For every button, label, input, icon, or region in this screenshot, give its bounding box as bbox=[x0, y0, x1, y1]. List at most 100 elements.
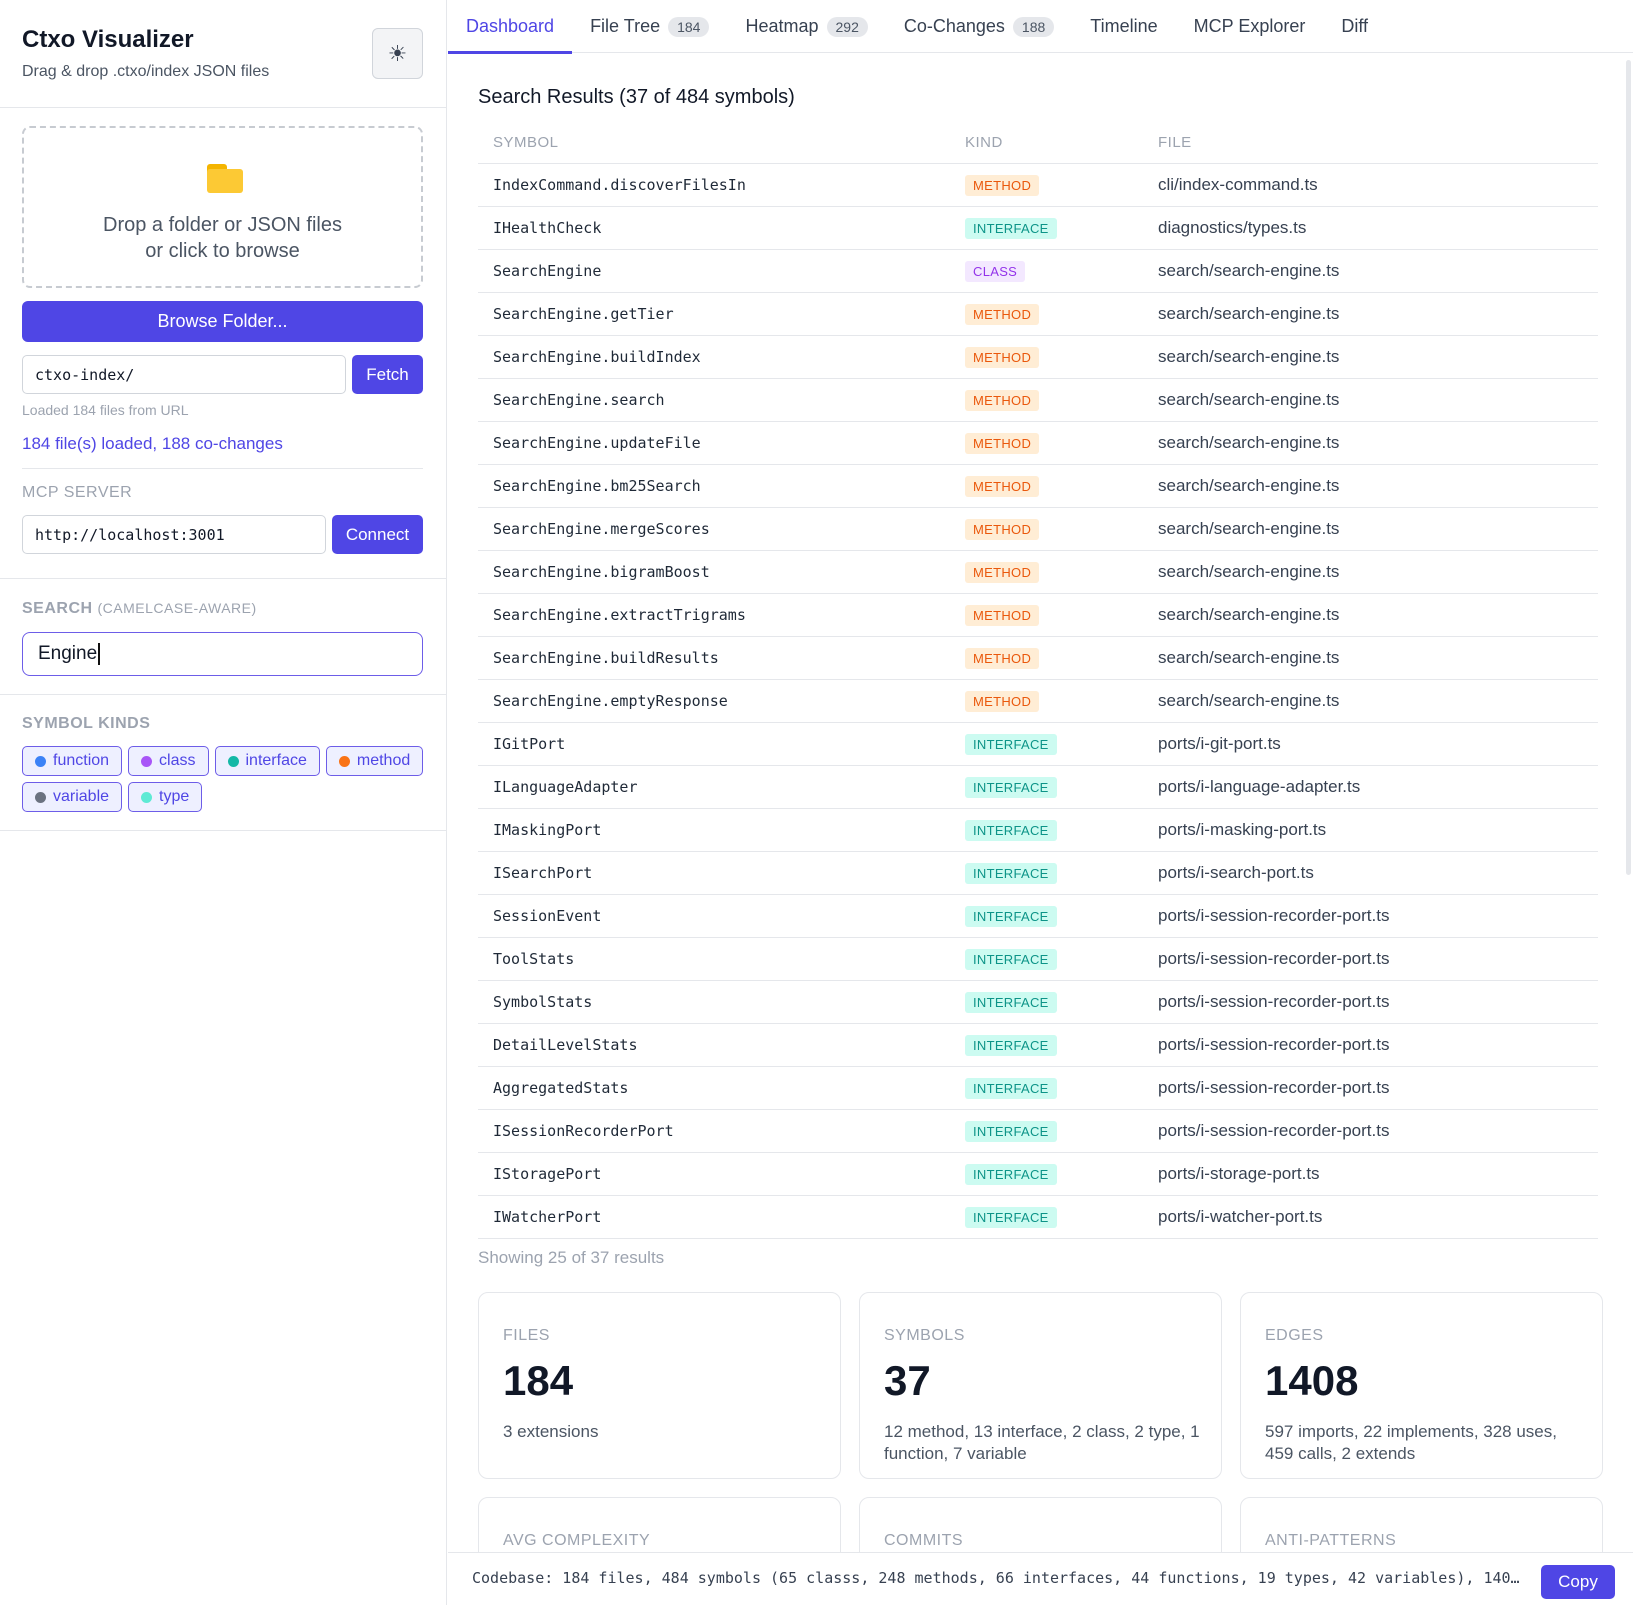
kind-filter-class[interactable]: class bbox=[128, 746, 209, 776]
kind-badge: METHOD bbox=[965, 604, 1040, 626]
table-row[interactable]: SymbolStats INTERFACE ports/i-session-reco… bbox=[478, 981, 1598, 1024]
table-row[interactable]: SearchEngine.extractTrigrams METHOD search… bbox=[478, 594, 1598, 637]
symbol-name: ILanguageAdapter bbox=[493, 778, 638, 796]
kind-filter-variable[interactable]: variable bbox=[22, 782, 123, 812]
folder-icon bbox=[207, 164, 243, 194]
mcp-server-input[interactable]: http://localhost:3001 bbox=[22, 515, 326, 554]
column-header-file[interactable]: FILE bbox=[1158, 134, 1192, 151]
table-row[interactable]: IndexCommand.discoverFilesIn METHOD cli/in… bbox=[478, 164, 1598, 207]
tab-diff[interactable]: Diff bbox=[1323, 0, 1386, 53]
file-path: ports/i-session-recorder-port.ts bbox=[1158, 906, 1390, 925]
kind-cell: INTERFACE bbox=[965, 1077, 1158, 1099]
file-path: search/search-engine.ts bbox=[1158, 605, 1340, 624]
tab-heatmap[interactable]: Heatmap 292 bbox=[727, 0, 885, 53]
symbol-name: SearchEngine.bm25Search bbox=[493, 477, 701, 495]
tab-timeline[interactable]: Timeline bbox=[1072, 0, 1175, 53]
file-path: search/search-engine.ts bbox=[1158, 648, 1340, 667]
table-row[interactable]: SearchEngine.updateFile METHOD search/sear… bbox=[478, 422, 1598, 465]
kind-cell: INTERFACE bbox=[965, 1206, 1158, 1228]
kind-color-dot bbox=[141, 791, 153, 803]
kind-cell: METHOD bbox=[965, 647, 1158, 669]
kind-cell: METHOD bbox=[965, 518, 1158, 540]
column-header-symbol[interactable]: SYMBOL bbox=[493, 134, 559, 151]
table-row[interactable]: IStoragePort INTERFACE ports/i-storage-por… bbox=[478, 1153, 1598, 1196]
file-path: ports/i-session-recorder-port.ts bbox=[1158, 1078, 1390, 1097]
fetch-button[interactable]: Fetch bbox=[352, 355, 423, 394]
app-title: Ctxo Visualizer bbox=[22, 26, 194, 53]
tab-dashboard[interactable]: Dashboard bbox=[448, 0, 573, 54]
kind-badge: METHOD bbox=[965, 647, 1040, 669]
table-row[interactable]: SearchEngine.mergeScores METHOD search/sea… bbox=[478, 508, 1598, 551]
table-row[interactable]: SessionEvent INTERFACE ports/i-session-rec… bbox=[478, 895, 1598, 938]
kind-filter-label: type bbox=[159, 788, 190, 805]
table-row[interactable]: IGitPort INTERFACE ports/i-git-port.ts bbox=[478, 723, 1598, 766]
table-row[interactable]: SearchEngine.getTier METHOD search/search-… bbox=[478, 293, 1598, 336]
table-row[interactable]: SearchEngine.buildResults METHOD search/se… bbox=[478, 637, 1598, 680]
kind-badge: METHOD bbox=[965, 561, 1040, 583]
sun-icon: ☀ bbox=[387, 40, 408, 66]
table-row[interactable]: SearchEngine.bm25Search METHOD search/sear… bbox=[478, 465, 1598, 508]
file-path: search/search-engine.ts bbox=[1158, 261, 1340, 280]
tab-mcp-explorer[interactable]: MCP Explorer bbox=[1176, 0, 1324, 53]
file-path: ports/i-session-recorder-port.ts bbox=[1158, 949, 1390, 968]
kind-filter-method[interactable]: method bbox=[325, 746, 424, 776]
results-table: SYMBOL KIND FILE IndexCommand.discoverFi… bbox=[478, 122, 1598, 1239]
kind-badge: INTERFACE bbox=[965, 1034, 1057, 1056]
symbol-name: SearchEngine.extractTrigrams bbox=[493, 606, 746, 624]
kind-badge: INTERFACE bbox=[965, 1206, 1057, 1228]
file-path: cli/index-command.ts bbox=[1158, 175, 1318, 194]
file-dropzone[interactable]: Drop a folder or JSON files or click to … bbox=[22, 126, 423, 288]
scrollbar[interactable] bbox=[1626, 60, 1631, 875]
table-row[interactable]: IHealthCheck INTERFACE diagnostics/types.t… bbox=[478, 207, 1598, 250]
table-row[interactable]: IWatcherPort INTERFACE ports/i-watcher-por… bbox=[478, 1196, 1598, 1239]
table-row[interactable]: ToolStats INTERFACE ports/i-session-record… bbox=[478, 938, 1598, 981]
table-row[interactable]: ISearchPort INTERFACE ports/i-search-port.… bbox=[478, 852, 1598, 895]
symbol-name: ToolStats bbox=[493, 950, 575, 968]
table-row[interactable]: ILanguageAdapter INTERFACE ports/i-languag… bbox=[478, 766, 1598, 809]
stat-detail: 597 imports, 22 implements, 328 uses, 45… bbox=[1265, 1422, 1557, 1463]
kind-badge: INTERFACE bbox=[965, 905, 1057, 927]
table-row[interactable]: IMaskingPort INTERFACE ports/i-masking-por… bbox=[478, 809, 1598, 852]
table-row[interactable]: SearchEngine.search METHOD search/search-e… bbox=[478, 379, 1598, 422]
kind-badge: INTERFACE bbox=[965, 1077, 1057, 1099]
column-header-kind[interactable]: KIND bbox=[965, 134, 1003, 151]
kind-badge: INTERFACE bbox=[965, 948, 1057, 970]
stat-label: COMMITS bbox=[884, 1532, 964, 1549]
results-count: Showing 25 of 37 results bbox=[478, 1248, 665, 1267]
copy-button[interactable]: Copy bbox=[1541, 1565, 1615, 1599]
table-row[interactable]: SearchEngine.buildIndex METHOD search/sear… bbox=[478, 336, 1598, 379]
kind-badge: INTERFACE bbox=[965, 217, 1057, 239]
kind-badge: INTERFACE bbox=[965, 1163, 1057, 1185]
kind-filter-type[interactable]: type bbox=[128, 782, 203, 812]
table-row[interactable]: SearchEngine.emptyResponse METHOD search/s… bbox=[478, 680, 1598, 723]
kind-color-dot bbox=[227, 755, 239, 767]
kind-badge: METHOD bbox=[965, 346, 1040, 368]
kind-cell: METHOD bbox=[965, 303, 1158, 325]
search-input[interactable]: Engine bbox=[22, 632, 423, 676]
table-row[interactable]: SearchEngine.bigramBoost METHOD search/sea… bbox=[478, 551, 1598, 594]
kind-filter-function[interactable]: function bbox=[22, 746, 123, 776]
table-row[interactable]: AggregatedStats INTERFACE ports/i-session-… bbox=[478, 1067, 1598, 1110]
search-hint: (CAMELCASE-AWARE) bbox=[97, 600, 257, 616]
theme-toggle-button[interactable]: ☀ bbox=[372, 28, 423, 79]
browse-folder-button[interactable]: Browse Folder... bbox=[22, 301, 423, 342]
kind-filter-interface[interactable]: interface bbox=[214, 746, 320, 776]
connect-button[interactable]: Connect bbox=[332, 515, 423, 554]
kind-badge: INTERFACE bbox=[965, 991, 1057, 1013]
file-path: search/search-engine.ts bbox=[1158, 562, 1340, 581]
kind-cell: INTERFACE bbox=[965, 862, 1158, 884]
table-row[interactable]: DetailLevelStats INTERFACE ports/i-session… bbox=[478, 1024, 1598, 1067]
table-row[interactable]: ISessionRecorderPort INTERFACE ports/i-ses… bbox=[478, 1110, 1598, 1153]
kind-color-dot bbox=[338, 755, 350, 767]
table-row[interactable]: SearchEngine CLASS search/search-engine.ts bbox=[478, 250, 1598, 293]
symbol-name: SymbolStats bbox=[493, 993, 593, 1011]
kind-badge: INTERFACE bbox=[965, 733, 1057, 755]
tab-label: Heatmap bbox=[745, 16, 819, 36]
kind-color-dot bbox=[35, 755, 46, 767]
mcp-server-label: MCP SERVER bbox=[22, 484, 133, 501]
tab-file-tree[interactable]: File Tree 184 bbox=[572, 0, 727, 53]
tab-co-changes[interactable]: Co-Changes 188 bbox=[886, 0, 1072, 53]
index-url-input[interactable]: ctxo-index/ bbox=[22, 355, 346, 394]
symbol-name: SearchEngine.mergeScores bbox=[493, 520, 710, 538]
kind-cell: INTERFACE bbox=[965, 217, 1158, 239]
